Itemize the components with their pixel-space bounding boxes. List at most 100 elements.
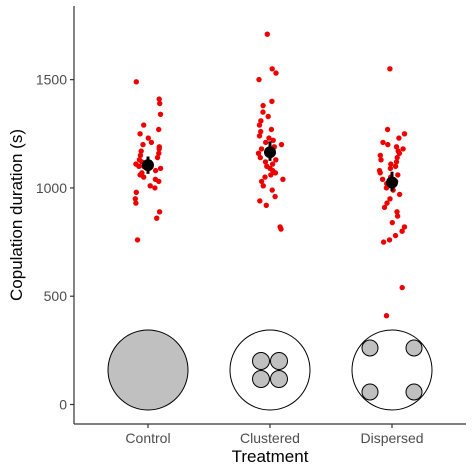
data-point [152, 185, 158, 191]
y-axis-ticks: 0 500 1000 1500 [36, 72, 74, 413]
dispersed-patch-icon [361, 383, 379, 401]
data-point [269, 66, 275, 72]
data-point [394, 154, 400, 161]
data-point [381, 204, 388, 211]
data-point [376, 167, 383, 174]
data-point [384, 200, 390, 206]
data-point [401, 131, 408, 137]
data-points [132, 31, 408, 319]
data-point [260, 102, 266, 109]
data-point [148, 139, 155, 146]
x-tick-label-control: Control [125, 430, 170, 446]
data-point [260, 109, 266, 115]
y-tick-label: 1500 [36, 72, 67, 88]
data-point [258, 178, 265, 185]
data-point [132, 196, 138, 202]
data-point [256, 76, 262, 83]
data-point [268, 126, 275, 133]
data-point [262, 159, 269, 165]
data-point [273, 157, 279, 163]
data-point [263, 202, 269, 208]
data-point [386, 237, 393, 243]
dispersed-patch-icon [405, 339, 423, 357]
x-tick-label-dispersed: Dispersed [360, 430, 423, 446]
data-point [266, 135, 272, 141]
clustered-arena-icon [229, 329, 311, 411]
data-point [256, 122, 263, 128]
data-point [264, 31, 270, 37]
data-point [384, 126, 391, 133]
data-point [133, 79, 139, 85]
data-point [154, 154, 161, 161]
data-point [273, 70, 279, 76]
data-point [257, 154, 263, 161]
data-point [147, 183, 153, 189]
data-point [393, 144, 400, 150]
data-point [136, 157, 143, 163]
data-point [401, 224, 408, 230]
data-point [379, 176, 386, 182]
mean-point [386, 176, 398, 189]
data-point [140, 141, 146, 148]
data-point [385, 141, 391, 148]
data-point [387, 196, 393, 202]
data-point [277, 224, 283, 230]
data-point [156, 150, 162, 156]
data-point [133, 161, 139, 167]
dispersed-patch-icon [405, 383, 423, 401]
x-tick-label-clustered: Clustered [240, 430, 300, 446]
data-point [152, 167, 159, 174]
data-point [383, 313, 390, 319]
data-point [378, 157, 384, 163]
data-point [399, 284, 405, 291]
data-point [399, 228, 405, 234]
y-tick-label: 0 [59, 397, 67, 413]
data-point [255, 150, 262, 156]
y-axis-title: Copulation duration (s) [7, 129, 26, 301]
mean-markers [142, 141, 398, 192]
data-point [377, 152, 383, 159]
mean-point [142, 159, 154, 172]
data-point [263, 139, 269, 146]
data-point [278, 141, 285, 148]
data-point [270, 137, 276, 143]
clustered-patch-icon [270, 370, 288, 388]
data-point [256, 133, 263, 139]
data-point [272, 193, 278, 200]
x-axis-ticks: Control Clustered Dispersed [125, 424, 424, 446]
data-point [156, 126, 162, 133]
data-point [269, 187, 275, 193]
data-point [395, 148, 401, 154]
data-point [269, 161, 276, 167]
data-point [387, 165, 394, 172]
data-point [396, 191, 403, 198]
data-point [141, 122, 147, 128]
data-point [269, 98, 275, 105]
data-point [258, 128, 264, 135]
data-point [280, 176, 286, 182]
data-point [264, 163, 270, 169]
mean-point [264, 146, 276, 159]
data-point [156, 96, 162, 102]
clustered-patch-icon [270, 352, 288, 370]
data-point [156, 209, 163, 215]
dispersed-patch-icon [361, 339, 379, 357]
data-point [133, 189, 139, 195]
treatment-icons [107, 329, 433, 411]
data-point [392, 163, 399, 169]
data-point [258, 118, 264, 124]
data-point [157, 165, 164, 172]
data-point [380, 139, 386, 146]
data-point [380, 239, 387, 245]
data-point [394, 209, 400, 215]
control-disc-icon [107, 329, 189, 411]
clustered-patch-icon [252, 352, 270, 370]
data-point [392, 232, 399, 239]
data-point [133, 200, 139, 206]
data-point [257, 198, 263, 204]
data-point [157, 100, 163, 107]
data-point [157, 111, 164, 118]
data-point [156, 144, 162, 150]
data-point [396, 135, 402, 141]
data-point [260, 183, 266, 189]
